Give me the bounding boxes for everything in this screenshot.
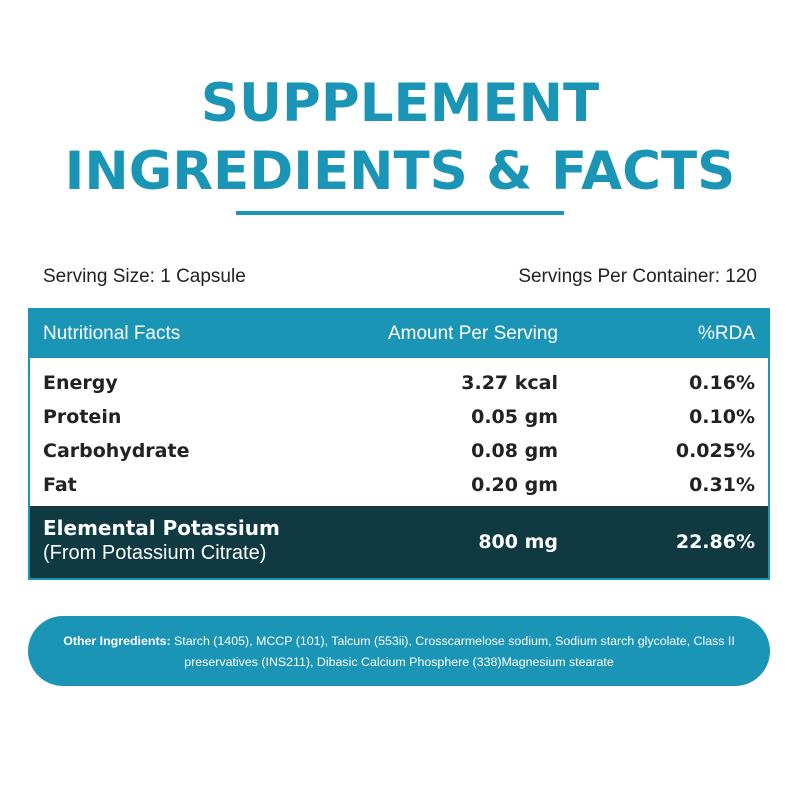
row-amount: 0.05 gm [471, 406, 558, 428]
featured-rda: 22.86% [675, 531, 755, 553]
header-rda: %RDA [697, 323, 755, 344]
other-ingredients-label: Other Ingredients: [63, 634, 171, 648]
featured-source: (From Potassium Citrate) [43, 542, 267, 564]
table-body: Energy 3.27 kcal 0.16% Protein 0.05 gm 0… [30, 366, 768, 502]
header-nutritional-facts: Nutritional Facts [43, 323, 181, 344]
other-ingredients-banner: Other Ingredients: Starch (1405), MCCP (… [28, 616, 770, 686]
header-amount-per-serving: Amount Per Serving [387, 323, 558, 344]
row-name: Protein [43, 406, 122, 428]
table-row: Energy 3.27 kcal 0.16% [30, 366, 768, 400]
table-row: Protein 0.05 gm 0.10% [30, 400, 768, 434]
title-underline [236, 211, 564, 215]
featured-name: Elemental Potassium [43, 516, 280, 540]
row-rda: 0.31% [689, 474, 755, 496]
row-rda: 0.10% [689, 406, 755, 428]
nutrition-table: Nutritional Facts Amount Per Serving %RD… [28, 308, 770, 580]
row-amount: 0.08 gm [471, 440, 558, 462]
featured-row-potassium: Elemental Potassium (From Potassium Citr… [30, 506, 768, 578]
page-title-line-1: SUPPLEMENT [200, 73, 600, 134]
row-amount: 0.20 gm [471, 474, 558, 496]
other-ingredients-text: Starch (1405), MCCP (101), Talcum (553ii… [170, 634, 735, 669]
servings-per-container: Servings Per Container: 120 [518, 266, 757, 287]
row-name: Fat [43, 474, 77, 496]
table-row: Fat 0.20 gm 0.31% [30, 468, 768, 502]
serving-size: Serving Size: 1 Capsule [43, 266, 246, 287]
page-title-line-2: INGREDIENTS & FACTS [64, 141, 736, 202]
table-header: Nutritional Facts Amount Per Serving %RD… [30, 310, 768, 358]
table-row: Carbohydrate 0.08 gm 0.025% [30, 434, 768, 468]
row-amount: 3.27 kcal [461, 372, 558, 394]
row-rda: 0.16% [689, 372, 755, 394]
row-name: Carbohydrate [43, 440, 190, 462]
featured-amount: 800 mg [478, 531, 558, 553]
row-name: Energy [43, 372, 118, 394]
row-rda: 0.025% [675, 440, 755, 462]
